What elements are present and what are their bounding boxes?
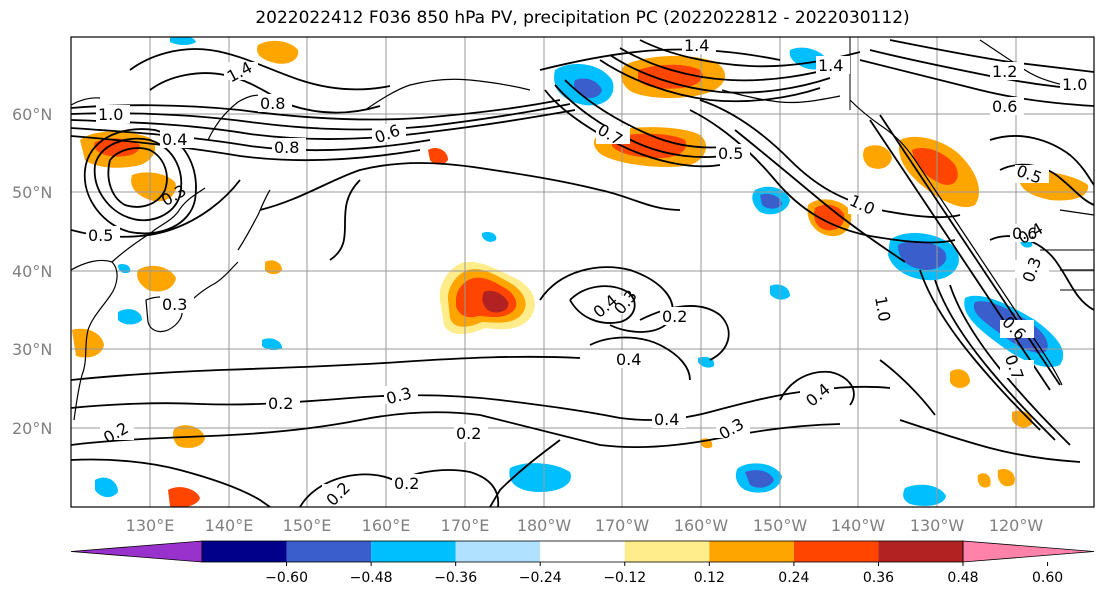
contour-label: 0.5 [88,226,113,245]
precip-patch [863,145,892,169]
colorbar-tick-label: −0.12 [603,570,646,586]
precip-patch [170,37,196,45]
lon-label: 150°E [283,516,332,535]
contour-label: 0.8 [274,138,299,157]
precip-patch [638,64,703,89]
colorbar-outline [201,540,964,563]
precip-patch [509,463,571,492]
lat-label: 30°N [12,340,52,359]
contour-label: 0.2 [268,394,293,413]
contour-label: 0.2 [394,474,419,493]
contour-label: 0.4 [654,410,679,429]
precip-patch [997,468,1015,487]
precip-patch [428,148,448,165]
contour-label: 0.8 [260,94,285,113]
colorbar-swatch [286,541,372,562]
contour-label: 1.0 [98,105,123,124]
contour-label: 0.5 [718,144,743,163]
contour-label: 1.4 [684,36,709,55]
colorbar-tick-label: 0.24 [778,570,809,586]
lat-label: 20°N [12,419,52,438]
precip-patch [1012,410,1033,428]
plot-title: 2022022412 F036 850 hPa PV, precipitatio… [255,8,910,28]
precip-patch [72,328,104,358]
contour-label: 0.4 [162,130,187,149]
colorbar-tick-label: −0.60 [265,570,308,586]
lon-label: 140°W [831,516,886,535]
precip-patch [262,338,282,351]
colorbar-swatch [540,541,625,562]
latitude-labels: 60°N 50°N 40°N 30°N 20°N [12,105,52,438]
colorbar-swatch [624,541,710,562]
colorbar-tick-label: −0.36 [434,570,477,586]
contour-label: 0.6 [992,97,1017,116]
precip-patch [482,231,497,242]
precip-patch [137,265,176,292]
precip-patch [977,473,991,488]
colorbar-swatch [793,541,879,562]
colorbar-tick-label: −0.48 [350,570,393,586]
precip-patch [745,470,774,488]
precip-patch [912,147,958,185]
precip-patch [903,484,946,506]
precip-patch [256,40,299,64]
precip-patch [94,138,140,157]
lat-label: 50°N [12,183,52,202]
precip-patch [760,193,782,209]
colorbar-swatch [455,541,541,562]
colorbar-swatch [70,540,203,563]
lon-label: 140°E [205,516,254,535]
precip-patch [814,204,845,231]
contour-label-backing [86,37,1094,502]
precip-patch [573,78,602,98]
contour-label: 0.2 [662,307,687,326]
precip-patch [95,477,118,498]
lon-label: 130°E [126,516,175,535]
precip-patch [950,369,970,388]
lon-label: 120°W [989,516,1044,535]
colorbar-swatch [371,541,456,562]
precip-patch [131,172,176,202]
colorbar-tick-label: 0.60 [1032,570,1063,586]
lon-label: 160°E [362,516,411,535]
contour-label: 1.0 [1062,75,1087,94]
contour-label: 1.0 [871,295,894,323]
contour-label: 0.6 [1012,224,1037,243]
precip-patch [168,487,200,507]
colorbar-tick-label: 0.36 [863,570,894,586]
colorbar-tick-label: 0.48 [947,570,978,586]
colorbar: −0.60 −0.48 −0.36 −0.24 −0.12 0.12 0.24 0.36 0.4… [70,540,1095,586]
lon-label: 160°W [674,516,729,535]
colorbar-tick-label: −0.24 [519,570,562,586]
lat-label: 60°N [12,105,52,124]
colorbar-tick-label: 0.12 [694,570,725,586]
pv-contours [71,39,1094,507]
colorbar-swatch [709,541,794,562]
precip-patch [118,309,142,325]
colorbar-swatch [962,540,1095,563]
lon-label: 180°W [517,516,572,535]
contour-label: 0.4 [616,350,641,369]
colorbar-swatch [878,541,963,562]
precip-patch [898,240,947,270]
lat-label: 40°N [12,262,52,281]
longitude-labels: 130°E 140°E 150°E 160°E 170°E 180°W 170°… [126,516,1044,535]
colorbar-swatch [202,541,287,562]
lon-label: 170°E [441,516,490,535]
contour-label: 0.2 [456,424,481,443]
lon-label: 130°W [910,516,965,535]
lon-label: 150°W [753,516,808,535]
map-frame [70,36,1095,508]
contour-label: 0.3 [162,295,187,314]
lon-label: 170°W [595,516,650,535]
contour-label: 1.2 [992,62,1017,81]
contour-label: 1.4 [818,56,843,75]
precip-patch [482,290,509,313]
